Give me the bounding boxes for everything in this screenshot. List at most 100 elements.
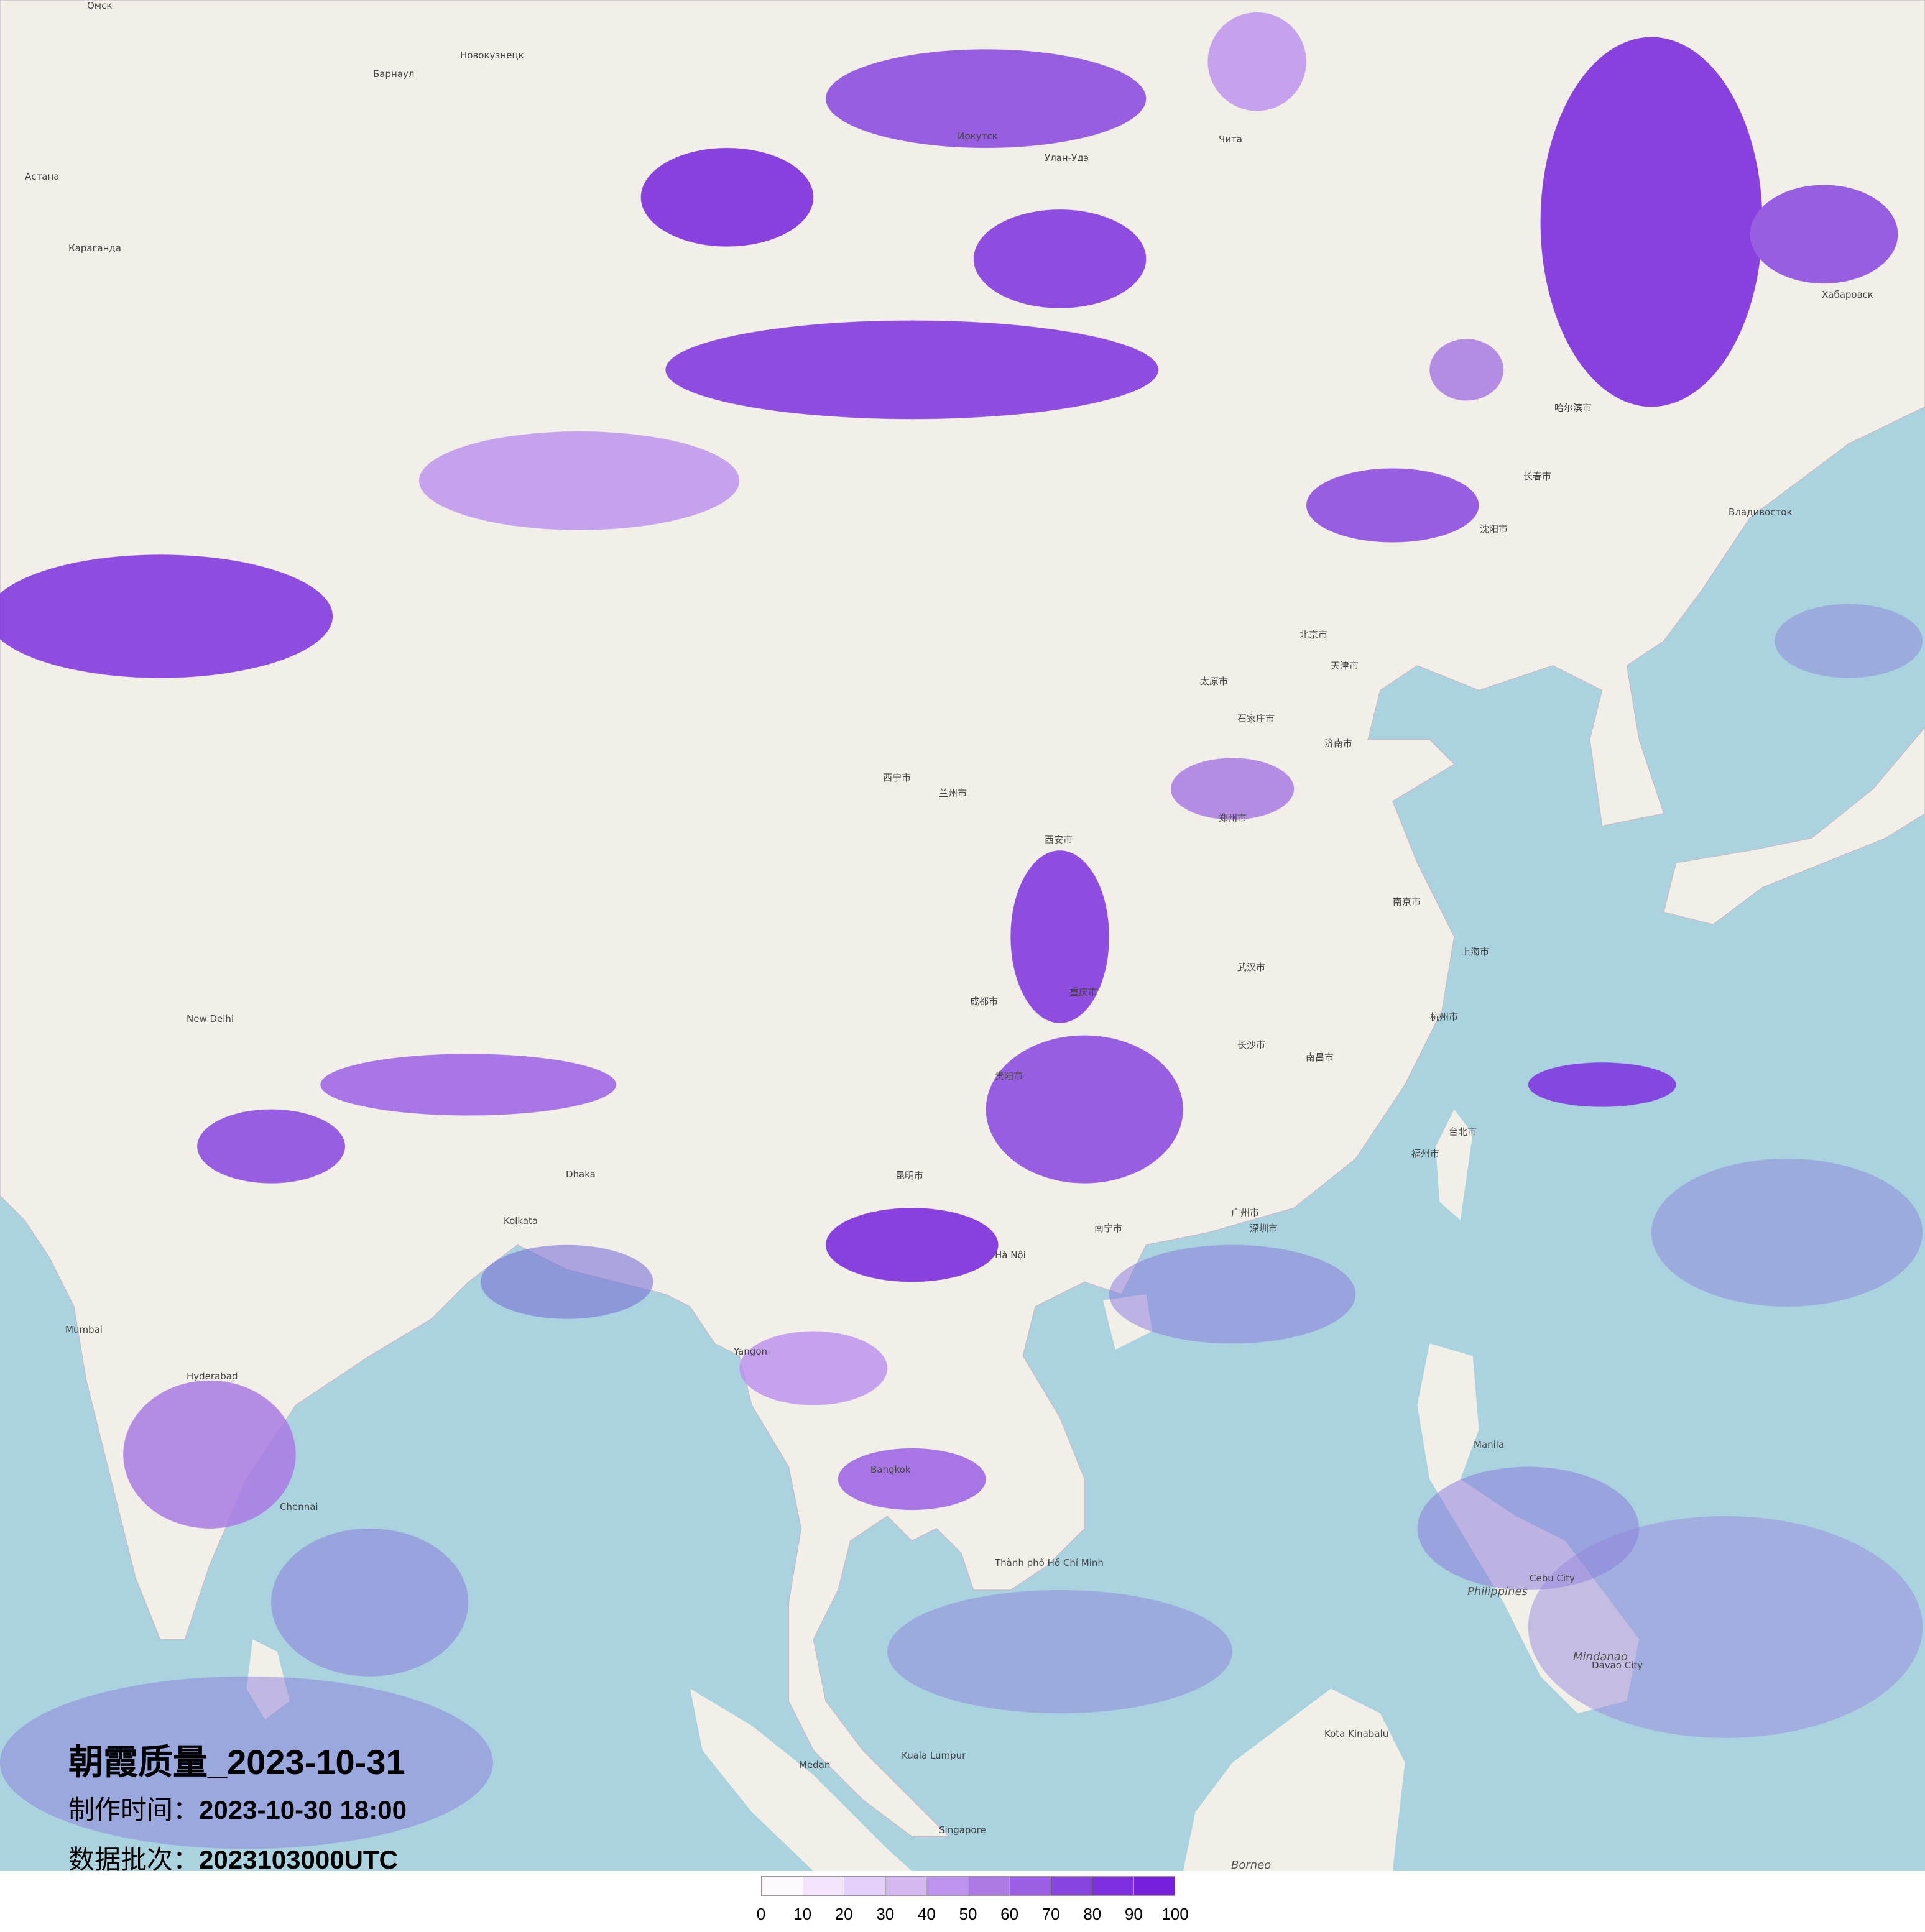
place-label: Астана [25,171,60,182]
legend-swatch [844,1877,886,1895]
place-label: Новокузнецк [460,50,524,61]
overlay-cell [197,1109,345,1184]
place-label: 广州市 [1231,1207,1260,1218]
place-label: Kuala Lumpur [902,1750,966,1761]
place-label: Владивосток [1729,507,1793,518]
place-label: Philippines [1467,1585,1528,1598]
legend-swatch [1010,1877,1051,1895]
place-label: Borneo [1231,1859,1272,1872]
overlay-cell [825,1208,999,1282]
taiwan [1436,1109,1473,1221]
overlay-cell [1750,185,1898,284]
overlay-cell [1109,1244,1356,1344]
place-label: Караганда [68,242,121,254]
overlay-cell [481,1244,653,1319]
overlay-cell [1010,850,1109,1023]
overlay-cell [271,1528,469,1677]
place-label: Kolkata [504,1215,538,1226]
place-label: Manila [1474,1439,1505,1450]
data-batch: 数据批次：2023103000UTC [68,1839,398,1877]
place-label: Thành phố Hồ Chí Minh [995,1557,1104,1568]
place-label: Hà Nội [995,1249,1026,1261]
place-label: 贵阳市 [995,1070,1023,1082]
overlay-cell [1207,12,1306,111]
place-label: Medan [799,1759,831,1770]
place-label: Cebu City [1530,1573,1575,1584]
place-label: Bangkok [870,1464,911,1475]
place-label: 西宁市 [883,772,912,783]
legend-swatch [968,1877,1010,1895]
overlay-cell [1540,37,1763,407]
place-label: 成都市 [970,996,999,1007]
overlay-cell [0,554,333,678]
legend-swatch [762,1877,803,1895]
map-canvas[interactable] [0,0,1925,1871]
place-label: 武汉市 [1237,962,1266,973]
place-label: Chennai [280,1501,318,1512]
place-label: 台北市 [1449,1126,1477,1138]
color-legend [761,1876,1175,1896]
production-time: 制作时间：2023-10-30 18:00 [68,1789,407,1827]
place-label: 南京市 [1393,896,1421,908]
place-label: 太原市 [1200,676,1229,687]
place-label: 福州市 [1411,1148,1440,1159]
place-label: 南昌市 [1306,1052,1334,1063]
legend-tick-label: 50 [959,1905,977,1923]
overlay-cell [1775,604,1923,678]
overlay-cell [665,320,1159,420]
overlay-cell [640,147,814,247]
place-label: Yangon [734,1346,768,1357]
place-label: 长沙市 [1237,1039,1266,1051]
overlay-cell [1417,1466,1640,1590]
place-label: Иркутск [958,131,998,142]
place-label: 北京市 [1299,629,1328,640]
overlay-cell [838,1448,986,1511]
place-label: Mindanao [1573,1650,1628,1663]
borneo [1183,1688,1405,1871]
legend-swatch [885,1877,927,1895]
overlay-cell [1528,1062,1676,1107]
legend-tick-label: 40 [917,1905,936,1923]
overlay-cell [887,1589,1233,1714]
legend-tick-label: 20 [834,1905,853,1923]
overlay-cell [1170,758,1295,820]
legend-tick-label: 90 [1124,1905,1143,1923]
place-label: 深圳市 [1250,1223,1278,1234]
place-label: Mumbai [65,1324,103,1335]
place-label: 西安市 [1045,834,1073,845]
japan [1663,726,1925,925]
place-label: 昆明市 [895,1170,924,1181]
data-batch-value: 2023103000UTC [199,1845,398,1874]
place-label: Улан-Удэ [1045,152,1089,163]
place-label: 济南市 [1324,738,1353,749]
place-label: 石家庄市 [1237,713,1275,724]
overlay-cell [0,1676,493,1849]
legend-swatch [1133,1877,1175,1895]
sunrise-quality-overlay [0,12,1923,1849]
legend-tick-label: 30 [876,1905,895,1923]
overlay-cell [1429,339,1504,401]
overlay-cell [1651,1158,1923,1307]
place-label: Hyderabad [187,1371,238,1382]
production-time-label: 制作时间： [68,1795,200,1824]
place-label: Dhaka [566,1169,596,1180]
legend-swatch [1092,1877,1134,1895]
place-label: 杭州市 [1430,1011,1459,1023]
legend-swatch [927,1877,969,1895]
overlay-cell [123,1380,296,1529]
place-label: 郑州市 [1219,812,1247,824]
place-label: New Delhi [187,1013,234,1024]
place-label: Хабаровск [1822,289,1873,300]
place-label: 重庆市 [1069,987,1098,998]
legend-tick-label: 100 [1161,1905,1189,1923]
legend-swatch [803,1877,844,1895]
overlay-cell [973,209,1147,308]
place-label: Омск [87,0,113,11]
overlay-cell [1528,1516,1923,1738]
overlay-cell [320,1054,617,1116]
sri-lanka [246,1639,290,1720]
overlay-cell [986,1035,1183,1184]
overlay-cell [1306,468,1479,543]
place-label: 上海市 [1461,946,1490,957]
